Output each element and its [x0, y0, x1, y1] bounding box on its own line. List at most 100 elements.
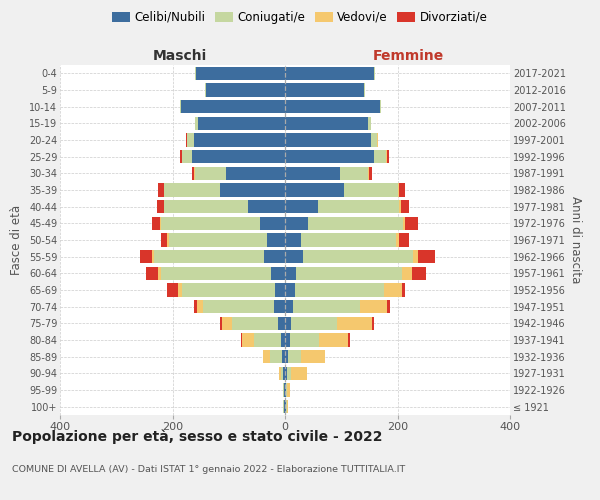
- Y-axis label: Anni di nascita: Anni di nascita: [569, 196, 583, 284]
- Bar: [140, 250, 152, 264]
- Bar: [283, 384, 284, 396]
- Bar: [285, 234, 301, 246]
- Bar: [158, 266, 161, 280]
- Bar: [285, 200, 317, 213]
- Bar: [387, 150, 389, 164]
- Bar: [286, 384, 287, 396]
- Bar: [374, 150, 386, 164]
- Bar: [226, 166, 285, 180]
- Bar: [397, 234, 399, 246]
- Bar: [337, 316, 371, 330]
- Bar: [182, 284, 275, 296]
- Bar: [196, 66, 285, 80]
- Bar: [290, 316, 337, 330]
- Bar: [301, 350, 325, 364]
- Bar: [287, 400, 288, 413]
- Text: Popolazione per età, sesso e stato civile - 2022: Popolazione per età, sesso e stato civil…: [12, 430, 383, 444]
- Bar: [287, 384, 290, 396]
- Bar: [303, 250, 413, 264]
- Bar: [274, 300, 285, 314]
- Bar: [281, 366, 283, 380]
- Bar: [194, 134, 285, 146]
- Bar: [195, 116, 198, 130]
- Bar: [187, 134, 194, 146]
- Bar: [308, 216, 403, 230]
- Bar: [399, 200, 401, 213]
- Bar: [287, 366, 291, 380]
- Bar: [406, 216, 418, 230]
- Bar: [368, 166, 370, 180]
- Bar: [293, 300, 360, 314]
- Bar: [284, 400, 285, 413]
- Bar: [181, 150, 182, 164]
- Bar: [360, 300, 387, 314]
- Bar: [167, 234, 169, 246]
- Bar: [368, 116, 371, 130]
- Bar: [263, 250, 285, 264]
- Bar: [285, 134, 371, 146]
- Bar: [398, 184, 406, 196]
- Legend: Celibi/Nubili, Coniugati/e, Vedovi/e, Divorziati/e: Celibi/Nubili, Coniugati/e, Vedovi/e, Di…: [112, 11, 488, 24]
- Bar: [205, 84, 206, 96]
- Bar: [198, 116, 285, 130]
- Bar: [319, 334, 348, 346]
- Bar: [285, 216, 308, 230]
- Bar: [232, 316, 278, 330]
- Bar: [285, 300, 293, 314]
- Bar: [270, 350, 282, 364]
- Bar: [285, 250, 303, 264]
- Bar: [340, 166, 368, 180]
- Bar: [384, 284, 402, 296]
- Bar: [285, 166, 340, 180]
- Bar: [364, 84, 365, 96]
- Bar: [194, 300, 197, 314]
- Bar: [285, 284, 295, 296]
- Y-axis label: Fasce di età: Fasce di età: [10, 205, 23, 275]
- Bar: [167, 284, 178, 296]
- Bar: [157, 200, 163, 213]
- Bar: [161, 266, 271, 280]
- Text: Maschi: Maschi: [153, 48, 207, 62]
- Bar: [284, 384, 285, 396]
- Bar: [278, 316, 285, 330]
- Text: COMUNE DI AVELLA (AV) - Dati ISTAT 1° gennaio 2022 - Elaborazione TUTTITALIA.IT: COMUNE DI AVELLA (AV) - Dati ISTAT 1° ge…: [12, 465, 405, 474]
- Bar: [285, 366, 287, 380]
- Bar: [290, 334, 319, 346]
- Bar: [154, 250, 263, 264]
- Bar: [285, 184, 344, 196]
- Bar: [242, 334, 254, 346]
- Bar: [267, 234, 285, 246]
- Bar: [203, 300, 274, 314]
- Bar: [164, 200, 248, 213]
- Bar: [285, 84, 364, 96]
- Bar: [413, 250, 418, 264]
- Bar: [197, 300, 203, 314]
- Bar: [371, 134, 377, 146]
- Bar: [152, 216, 160, 230]
- Bar: [161, 216, 260, 230]
- Bar: [295, 284, 384, 296]
- Bar: [285, 266, 296, 280]
- Bar: [296, 266, 402, 280]
- Bar: [291, 366, 307, 380]
- Bar: [371, 316, 374, 330]
- Bar: [191, 166, 194, 180]
- Bar: [285, 150, 374, 164]
- Bar: [402, 284, 406, 296]
- Bar: [403, 216, 406, 230]
- Bar: [275, 284, 285, 296]
- Bar: [285, 350, 288, 364]
- Bar: [282, 350, 285, 364]
- Text: Femmine: Femmine: [373, 48, 443, 62]
- Bar: [260, 216, 285, 230]
- Bar: [283, 366, 285, 380]
- Bar: [152, 250, 154, 264]
- Bar: [206, 84, 285, 96]
- Bar: [370, 166, 372, 180]
- Bar: [220, 184, 285, 196]
- Bar: [241, 334, 242, 346]
- Bar: [285, 66, 374, 80]
- Bar: [146, 266, 158, 280]
- Bar: [169, 234, 267, 246]
- Bar: [222, 316, 232, 330]
